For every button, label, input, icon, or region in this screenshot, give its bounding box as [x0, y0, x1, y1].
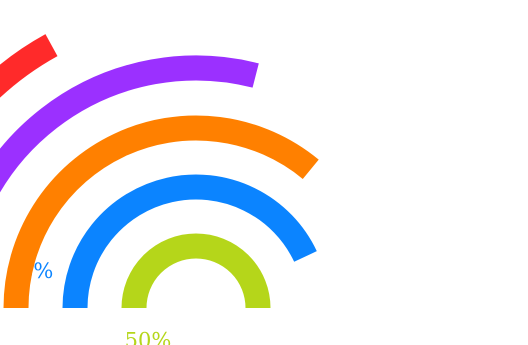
value-label-50: 50%: [125, 329, 172, 345]
arc-bar-29: [0, 55, 259, 193]
arc-bar-17: [0, 34, 58, 98]
arc-bar-50: [121, 233, 271, 309]
arc-bar-36: [3, 115, 319, 309]
arc-bar-43: [62, 174, 317, 309]
